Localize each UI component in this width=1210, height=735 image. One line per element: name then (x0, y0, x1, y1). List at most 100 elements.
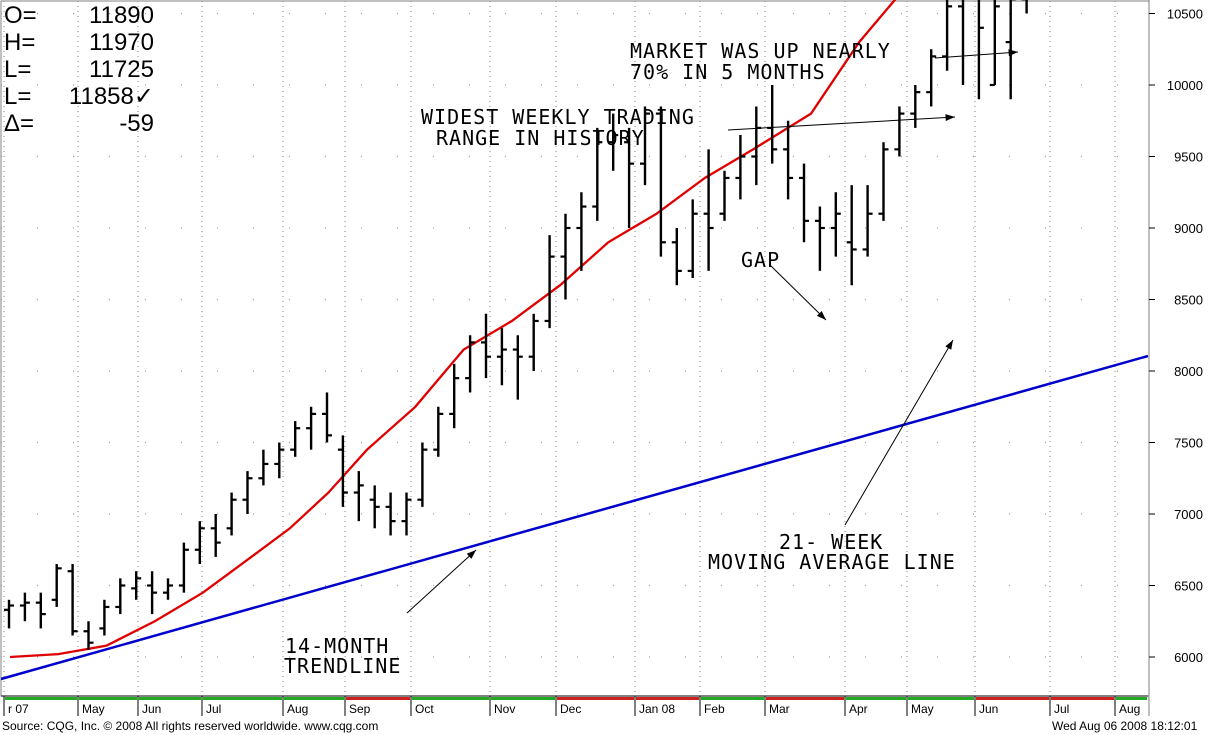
ohlc-bar (687, 199, 698, 279)
month-strip (908, 697, 974, 700)
annotation-arrow (769, 264, 827, 321)
annotation-trend-line1: 14-MONTH (285, 634, 390, 658)
ohlc-bar (131, 571, 142, 600)
y-tick-label: 9000 (1174, 221, 1203, 236)
ohlc-bar (608, 113, 619, 171)
x-tick-label: r 07 (8, 702, 29, 716)
ohlc-bar (258, 449, 269, 486)
ohlc-bar (544, 235, 555, 329)
timestamp: Wed Aug 06 2008 18:12:01 (1052, 719, 1198, 733)
x-tick-label: Aug (287, 702, 308, 716)
ohlc-bar (862, 185, 873, 257)
ohlc-bar (322, 392, 332, 443)
ohlc-bar (846, 185, 857, 286)
ohlc-bar (878, 142, 889, 221)
ohlc-bar (194, 521, 205, 565)
ohlc-bar (989, 0, 1000, 87)
ohlc-bar (703, 149, 714, 271)
ohlc-bar (814, 206, 825, 271)
ohlc-bar (337, 435, 348, 507)
x-tick-label: Sep (349, 702, 371, 716)
month-strip (636, 697, 699, 700)
arrow-head (1008, 49, 1018, 57)
ohlc-bar (830, 192, 841, 257)
x-tick-label: Jun (979, 702, 998, 716)
ohlc-bar (640, 106, 650, 186)
ohlc-readout: O= 11890 H= 11970 L= 11725 L= 11858✓ Δ= -59 (4, 2, 154, 137)
ohlc-label: H= (4, 29, 36, 56)
ohlc-bar (290, 421, 301, 457)
month-strip (557, 697, 634, 700)
ohlc-bar (735, 135, 746, 200)
ohlc-bar (496, 328, 507, 386)
trendline-line (0, 354, 1149, 681)
y-tick-label: 6500 (1174, 579, 1203, 594)
source-credit: Source: CQG, Inc. © 2008 All rights rese… (2, 719, 379, 733)
annotation-ma-line1: 21- WEEK (779, 530, 884, 554)
ohlc-bar (83, 621, 94, 650)
month-strip (701, 697, 764, 700)
ohlc-bar (4, 599, 14, 629)
annotation-arrow (727, 116, 956, 131)
x-tick-label: Jul (206, 702, 221, 716)
ohlc-bar (958, 0, 965, 85)
month-strip (139, 697, 201, 700)
ohlc-row: L= 11725 (4, 56, 154, 83)
ohlc-bar (210, 514, 221, 557)
annotation-arrow (406, 549, 477, 614)
ohlc-bar (99, 599, 110, 636)
y-axis: 6000 6500 7000 7500 8000 8500 9000 9500 10000 105… (1149, 7, 1203, 665)
annotation-gap: GAP (741, 248, 781, 272)
ohlc-value: 11858✓ (68, 83, 154, 110)
ohlc-row: L= 11858✓ (4, 83, 154, 110)
ohlc-bar (799, 163, 809, 243)
x-tick-label: Jul (1054, 702, 1069, 716)
month-strip (491, 697, 555, 700)
y-tick-label: 9500 (1174, 150, 1203, 165)
annotation-ma-line2: MOVING AVERAGE LINE (708, 550, 956, 574)
month-strip (412, 697, 489, 700)
month-strip (79, 697, 137, 700)
ohlc-value: 11725 (89, 56, 154, 83)
x-tick-label: Jun (142, 702, 161, 716)
ohlc-bar (1021, 0, 1028, 14)
x-tick-label: Nov (494, 702, 515, 716)
ohlc-label: Δ= (4, 110, 35, 137)
month-strip (284, 697, 344, 700)
y-tick-label: 8000 (1174, 364, 1203, 379)
x-tick-label: Apr (849, 702, 868, 716)
month-strip (5, 697, 77, 700)
x-tick-label: May (82, 702, 105, 716)
ohlc-bar (449, 363, 460, 429)
month-strip (1051, 697, 1114, 700)
ohlc-bars (4, 0, 1028, 650)
ohlc-bar (67, 564, 78, 636)
arrow-head (816, 311, 826, 320)
ohlc-bar (528, 313, 539, 371)
y-tick-label: 7000 (1174, 507, 1203, 522)
grid (1, 1, 1148, 696)
ohlc-bar (51, 564, 62, 607)
ohlc-bar (783, 120, 794, 200)
ohlc-row: O= 11890 (4, 2, 154, 29)
ohlc-bar (163, 578, 173, 600)
ohlc-bar (910, 85, 921, 128)
arrow-head (945, 340, 953, 350)
ohlc-bar (592, 127, 603, 221)
ohlc-bar (433, 406, 444, 457)
ohlc-bar (1005, 0, 1016, 100)
ohlc-value: 11890 (89, 2, 154, 29)
ohlc-bar (719, 170, 730, 221)
y-tick-label: 6000 (1174, 650, 1203, 665)
ohlc-value: -59 (119, 110, 154, 137)
ohlc-bar (306, 406, 317, 450)
annotation-trend-line2: TRENDLINE (284, 654, 402, 678)
moving-average (9, 0, 897, 659)
y-tick-label: 10000 (1167, 78, 1203, 93)
moving-average-line (9, 0, 897, 659)
ohlc-bar (655, 106, 666, 257)
annotation-widest-line2: RANGE IN HISTORY (436, 126, 645, 150)
x-tick-label: Feb (704, 702, 725, 716)
annotation-market-up-line1: MARKET WAS UP NEARLY (630, 39, 891, 63)
plot-frame (0, 0, 1150, 697)
